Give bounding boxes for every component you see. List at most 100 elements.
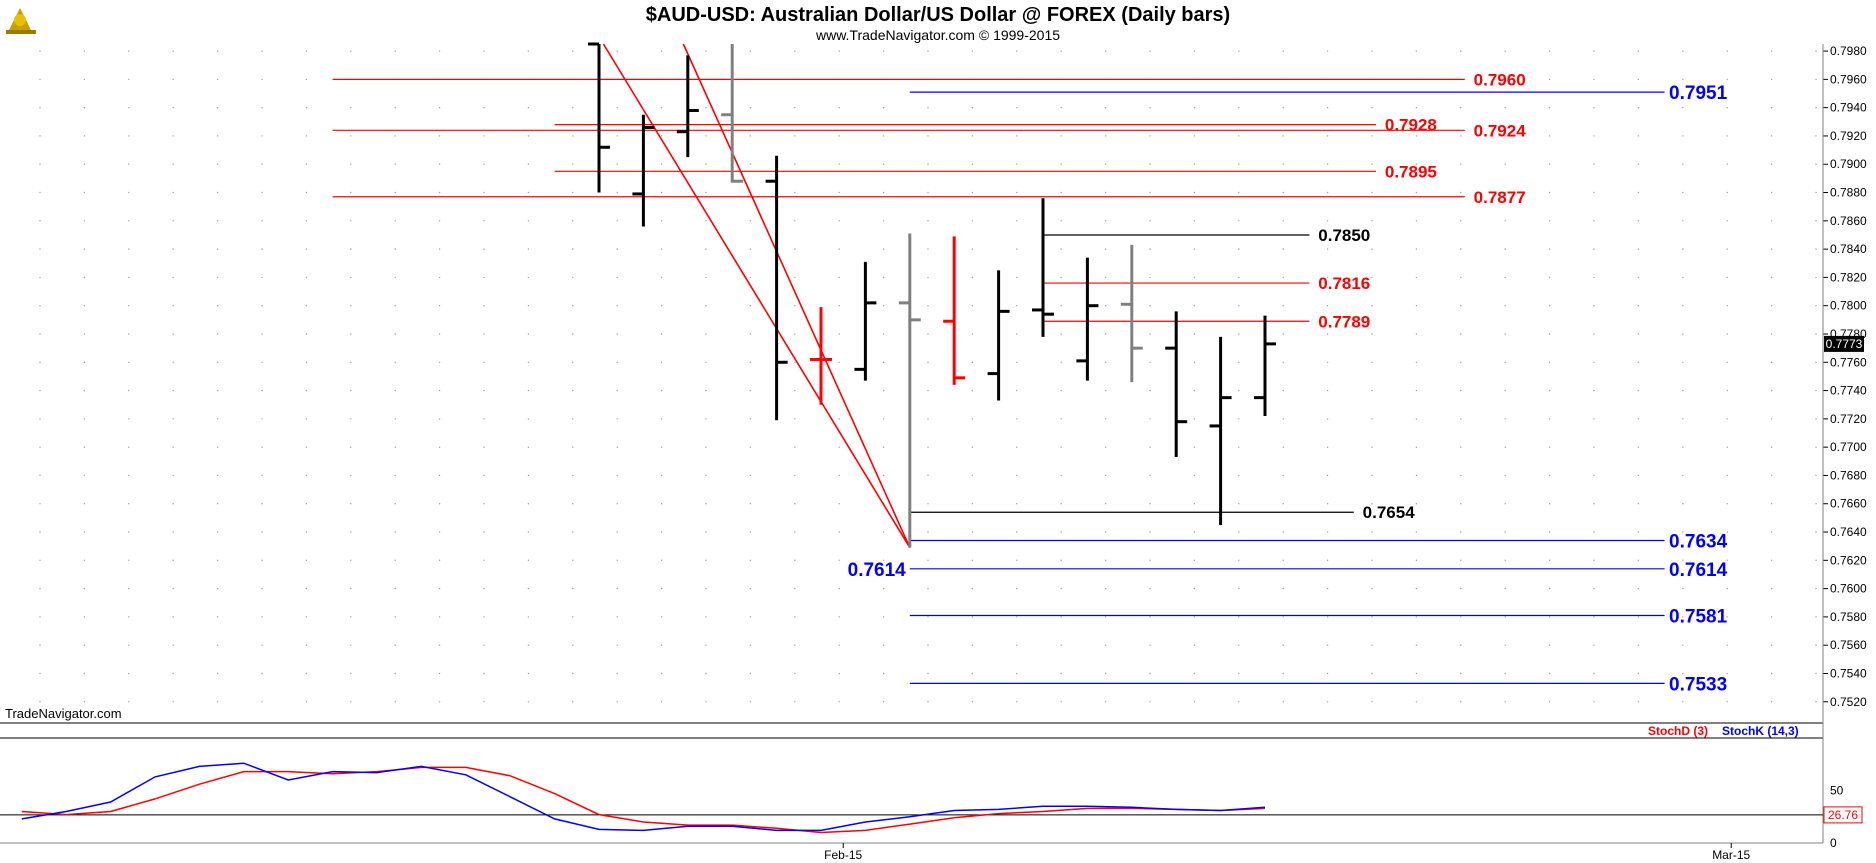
grid-dot [1726,333,1728,335]
grid-dot [1415,616,1418,618]
grid-dot [838,248,840,250]
grid-dot [216,191,219,194]
grid-dot [971,248,974,250]
grid-dot [1193,672,1196,675]
grid-dot [1637,559,1640,561]
grid-dot [749,163,752,165]
grid-dot [927,248,929,250]
grid-dot [660,701,663,703]
grid-dot [1726,418,1728,420]
grid-dot [172,50,174,52]
grid-dot [83,503,86,505]
grid-dot [749,107,752,109]
grid-dot [172,474,174,477]
grid-dot [705,587,707,590]
grid-dot [83,333,86,335]
grid-dot [1282,474,1284,477]
grid-dot [438,163,441,165]
grid-dot [1548,446,1551,448]
grid-dot [350,701,352,703]
grid-dot [971,276,974,279]
grid-dot [1104,361,1107,363]
grid-dot [616,503,618,505]
legend-stochd: StochD (3) [1648,724,1708,738]
ohlc-bar [721,44,744,183]
grid-dot [483,559,485,561]
grid-dot [39,389,41,392]
grid-dot [350,559,352,561]
grid-dot [1593,191,1595,194]
grid-dot [1193,446,1196,448]
grid-dot [83,701,86,703]
trendlines [602,43,911,549]
grid-dot [350,50,352,52]
grid-dot [1193,701,1196,703]
grid-dot [39,305,41,307]
grid-dot [1149,503,1151,505]
grid-dot [1016,107,1018,109]
grid-dot [1504,446,1506,448]
grid-dot [1593,616,1595,618]
price-tick-label: 0.7820 [1830,270,1867,284]
grid-dot [1238,587,1240,590]
grid-dot [1815,248,1817,250]
grid-dot [1238,418,1240,420]
grid-dot [927,361,929,363]
grid-dot [1282,672,1284,675]
grid-dot [1460,587,1462,590]
grid-dot [927,220,929,222]
grid-dot [1371,248,1373,250]
level-label: 0.7789 [1318,312,1370,331]
ohlc-bar [1076,257,1099,381]
price-tick-label: 0.7620 [1830,553,1867,567]
grid-dot [705,107,707,109]
grid-dot [527,191,530,194]
grid-dot [1460,616,1462,618]
price-tick-label: 0.7880 [1830,186,1867,200]
grid-dot [1726,672,1728,675]
grid-dot [39,220,41,222]
grid-dot [1726,503,1728,505]
grid-dot [350,107,352,109]
grid-dot [882,474,885,477]
grid-dot [350,305,352,307]
grid-dot [1415,276,1418,279]
ohlc-bar [1254,315,1276,417]
grid-dot [1016,446,1018,448]
grid-dot [1238,361,1240,363]
grid-dot [1104,220,1107,222]
grid-dot [216,135,219,137]
grid-dot [39,644,41,646]
oscillator-axis: 0 50 [0,784,1844,850]
grid-dot [1504,559,1506,561]
grid-dot [1104,305,1107,307]
grid-dot [1326,163,1329,165]
grid-dot [1282,135,1284,137]
grid-dot [128,644,130,646]
grid-dot [1149,701,1151,703]
grid-dot [350,418,352,420]
grid-dot [1726,107,1728,109]
grid-dot [1060,503,1062,505]
grid-dot [1415,361,1418,363]
grid-dot [1149,672,1151,675]
grid-dot [1149,474,1151,477]
grid-dot [128,446,130,448]
grid-dot [39,616,41,618]
grid-dot [616,389,618,392]
grid-dot [1770,616,1773,618]
grid-dot [1238,474,1240,477]
grid-dot [305,616,308,618]
ohlc-bar [676,55,699,158]
grid-dot [1104,389,1107,392]
grid-dot [838,107,840,109]
grid-dot [705,361,707,363]
grid-dot [572,248,574,250]
level-label: 0.7654 [1363,503,1416,522]
grid-dot [1060,446,1062,448]
grid-dot [216,220,219,222]
grid-dot [927,418,929,420]
grid-dot [1016,474,1018,477]
grid-dot [838,559,840,561]
grid-dot [1815,135,1817,137]
